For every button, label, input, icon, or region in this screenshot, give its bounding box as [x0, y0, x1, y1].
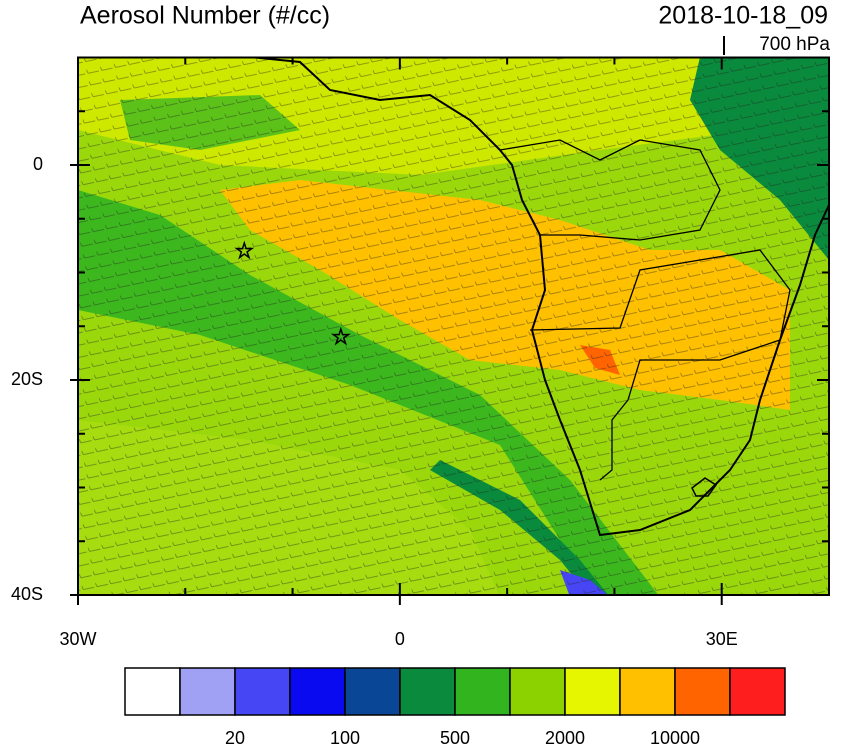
- colorbar-box: [234, 667, 291, 716]
- lesotho: [691, 477, 718, 497]
- colorbar-box: [674, 667, 731, 716]
- colorbar-box: [289, 667, 346, 716]
- colorbar-label: 500: [440, 728, 470, 748]
- level-label: 700 hPa: [759, 34, 830, 55]
- time-label: 2018-10-18_09: [658, 2, 828, 30]
- y-tick-label: 20S: [11, 369, 43, 389]
- x-tick-label: 30W: [59, 629, 96, 649]
- colorbar-box: [344, 667, 401, 716]
- colorbar-box: [399, 667, 456, 716]
- colorbar-box: [509, 667, 566, 716]
- colorbar-label: 100: [330, 728, 360, 748]
- colorbar-box: [124, 667, 181, 716]
- borders: [499, 139, 721, 241]
- colorbar-label: 10000: [650, 728, 700, 748]
- y-tick-label: 40S: [11, 584, 43, 604]
- map-field: [78, 57, 829, 595]
- colorbar-label: 2000: [545, 728, 585, 748]
- site-marker: [234, 240, 255, 260]
- wind-barbs: [78, 57, 829, 595]
- colorbar-label: 20: [225, 728, 245, 748]
- x-tick-label: 30E: [706, 629, 738, 649]
- borders: [529, 249, 791, 481]
- colorbar-box: [729, 667, 786, 716]
- x-tick-label: 0: [395, 629, 405, 649]
- colorbar-box: [619, 667, 676, 716]
- title: Aerosol Number (#/cc): [80, 2, 330, 30]
- site-marker: [330, 326, 351, 346]
- colorbar-box: [179, 667, 236, 716]
- y-tick-label: 0: [33, 154, 43, 174]
- coastline: [249, 57, 829, 537]
- colorbar-box: [564, 667, 621, 716]
- colorbar-box: [454, 667, 511, 716]
